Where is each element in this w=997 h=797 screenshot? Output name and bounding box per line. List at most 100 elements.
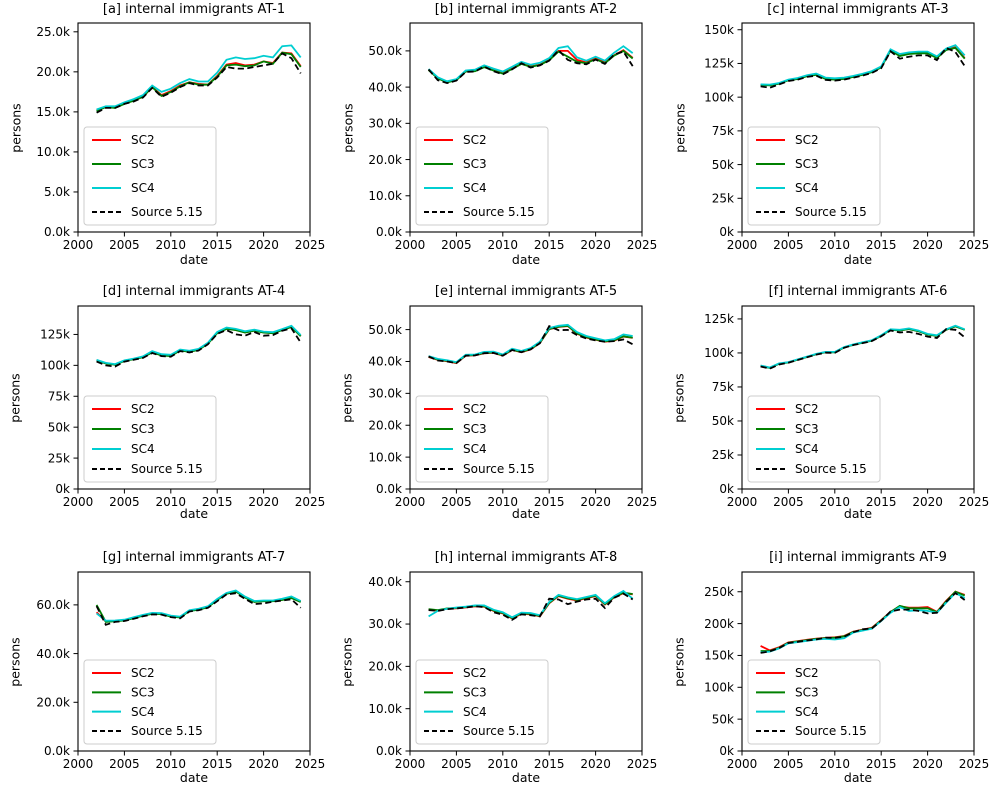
line-sc2 xyxy=(428,325,633,365)
x-tick-label: 2015 xyxy=(202,757,233,771)
y-tick-label: 5.0k xyxy=(44,185,70,199)
legend-box xyxy=(747,395,881,483)
plot-canvas: 0k 50k 100k 150k 200k 250k 2000 2005 2010 2015 202… xyxy=(704,571,990,771)
x-tick-label: 2010 xyxy=(820,238,851,252)
x-tick-label: 2025 xyxy=(959,757,990,771)
x-tick-label: 2015 xyxy=(866,757,897,771)
axes-frame xyxy=(741,22,975,233)
line-source-5-15 xyxy=(760,46,966,89)
y-tick-label: 0.0k xyxy=(44,744,70,758)
line-source-5-15 xyxy=(427,48,634,85)
y-tick-label: 0.0k xyxy=(376,482,402,496)
x-axis-label: date xyxy=(511,252,541,267)
subplot-b: [b] internal immigrants AT-2 persons 0.0… xyxy=(332,0,664,267)
legend-label: Source 5.15 xyxy=(795,724,867,738)
x-axis-label: date xyxy=(179,770,209,785)
legend-label: SC3 xyxy=(463,157,487,171)
y-tick-label: 30.0k xyxy=(368,387,402,401)
legend-label: Source 5.15 xyxy=(463,462,535,476)
y-tick-label: 20.0k xyxy=(368,153,402,167)
y-tick-label: 0.0k xyxy=(376,225,402,239)
x-tick-label: 2005 xyxy=(773,495,804,509)
plot-canvas: 0k 25k 50k 75k 100k 125k 2000 2005 2010 2015 2020 2… xyxy=(40,305,325,509)
legend-label: SC4 xyxy=(795,705,819,719)
axes-frame xyxy=(741,305,975,490)
y-tick-label: 100k xyxy=(40,359,70,373)
y-tick-label: 10.0k xyxy=(36,145,70,159)
y-tick-label: 75k xyxy=(712,124,734,138)
y-tick-label: 20.0k xyxy=(368,418,402,432)
legend-label: SC3 xyxy=(131,422,155,436)
plot-canvas: 0.0k 10.0k 20.0k 30.0k 40.0k 50.0k 2000 2005 201… xyxy=(368,305,657,509)
x-tick-label: 2010 xyxy=(488,495,519,509)
legend-label: Source 5.15 xyxy=(795,205,867,219)
x-tick-label: 2025 xyxy=(959,495,990,509)
x-tick-label: 2000 xyxy=(63,757,94,771)
series-lines xyxy=(760,324,966,370)
legend-label: SC2 xyxy=(795,402,819,416)
y-tick-label: 125k xyxy=(704,57,734,71)
y-tick-label: 0.0k xyxy=(44,225,70,239)
legend-label: SC2 xyxy=(463,666,487,680)
legend-label: SC3 xyxy=(795,157,819,171)
plot-title: [c] internal immigrants AT-3 xyxy=(767,2,949,17)
x-tick-label: 2010 xyxy=(820,757,851,771)
x-tick-label: 2020 xyxy=(580,495,611,509)
line-sc4 xyxy=(427,45,634,83)
y-tick-label: 20.0k xyxy=(368,660,402,674)
x-tick-label: 2020 xyxy=(580,757,611,771)
series-lines xyxy=(760,590,966,654)
line-source-5-15 xyxy=(760,328,966,370)
x-tick-label: 2025 xyxy=(295,757,326,771)
subplot-g: [g] internal immigrants AT-7 persons 0.0… xyxy=(0,532,332,797)
y-tick-label: 125k xyxy=(40,328,70,342)
x-tick-label: 2000 xyxy=(63,495,94,509)
x-tick-label: 2000 xyxy=(727,757,758,771)
line-sc4 xyxy=(96,44,302,111)
legend-label: SC2 xyxy=(463,402,487,416)
axes-frame xyxy=(741,571,975,752)
y-tick-label: 50k xyxy=(712,712,734,726)
plot-canvas: 0.0k 5.0k 10.0k 15.0k 20.0k 25.0k 2000 2005 2010… xyxy=(36,22,325,252)
x-tick-label: 2025 xyxy=(959,238,990,252)
y-tick-label: 250k xyxy=(704,585,734,599)
subplot-a: [a] internal immigrants AT-1 persons 0.0… xyxy=(0,0,332,267)
plot-title: [d] internal immigrants AT-4 xyxy=(102,284,286,299)
x-tick-label: 2020 xyxy=(248,495,279,509)
y-tick-label: 0k xyxy=(719,225,734,239)
line-sc4 xyxy=(96,324,302,366)
y-tick-label: 20.0k xyxy=(36,65,70,79)
legend-label: SC4 xyxy=(463,181,487,195)
legend-box xyxy=(83,126,217,226)
axes-frame xyxy=(77,571,311,752)
x-tick-label: 2000 xyxy=(395,757,426,771)
legend-label: SC4 xyxy=(795,181,819,195)
subplot-f: [f] internal immigrants AT-6 persons 0k 2… xyxy=(664,266,997,532)
x-tick-label: 2020 xyxy=(912,757,943,771)
legend-label: SC2 xyxy=(131,402,155,416)
x-tick-label: 2015 xyxy=(534,757,565,771)
y-tick-label: 50.0k xyxy=(368,44,402,58)
legend-label: SC4 xyxy=(795,442,819,456)
x-tick-label: 2005 xyxy=(109,495,140,509)
line-source-5-15 xyxy=(428,592,634,621)
x-tick-label: 2010 xyxy=(156,495,187,509)
x-tick-label: 2010 xyxy=(488,757,519,771)
legend-label: SC2 xyxy=(131,666,155,680)
y-tick-label: 50k xyxy=(48,420,70,434)
x-tick-label: 2000 xyxy=(395,495,426,509)
plot-title: [g] internal immigrants AT-7 xyxy=(102,550,286,565)
x-tick-label: 2005 xyxy=(441,238,472,252)
x-tick-label: 2010 xyxy=(156,757,187,771)
x-tick-label: 2000 xyxy=(395,238,426,252)
x-axis-label: date xyxy=(511,770,541,785)
plot-title: [f] internal immigrants AT-6 xyxy=(768,284,948,299)
x-tick-label: 2005 xyxy=(441,757,472,771)
y-tick-label: 125k xyxy=(704,312,734,326)
legend-label: SC4 xyxy=(131,181,155,195)
plot-title: [b] internal immigrants AT-2 xyxy=(434,2,618,17)
y-tick-label: 10.0k xyxy=(368,702,402,716)
legend-box xyxy=(415,126,549,226)
plot-title: [a] internal immigrants AT-1 xyxy=(102,2,286,17)
series-lines xyxy=(95,589,302,626)
